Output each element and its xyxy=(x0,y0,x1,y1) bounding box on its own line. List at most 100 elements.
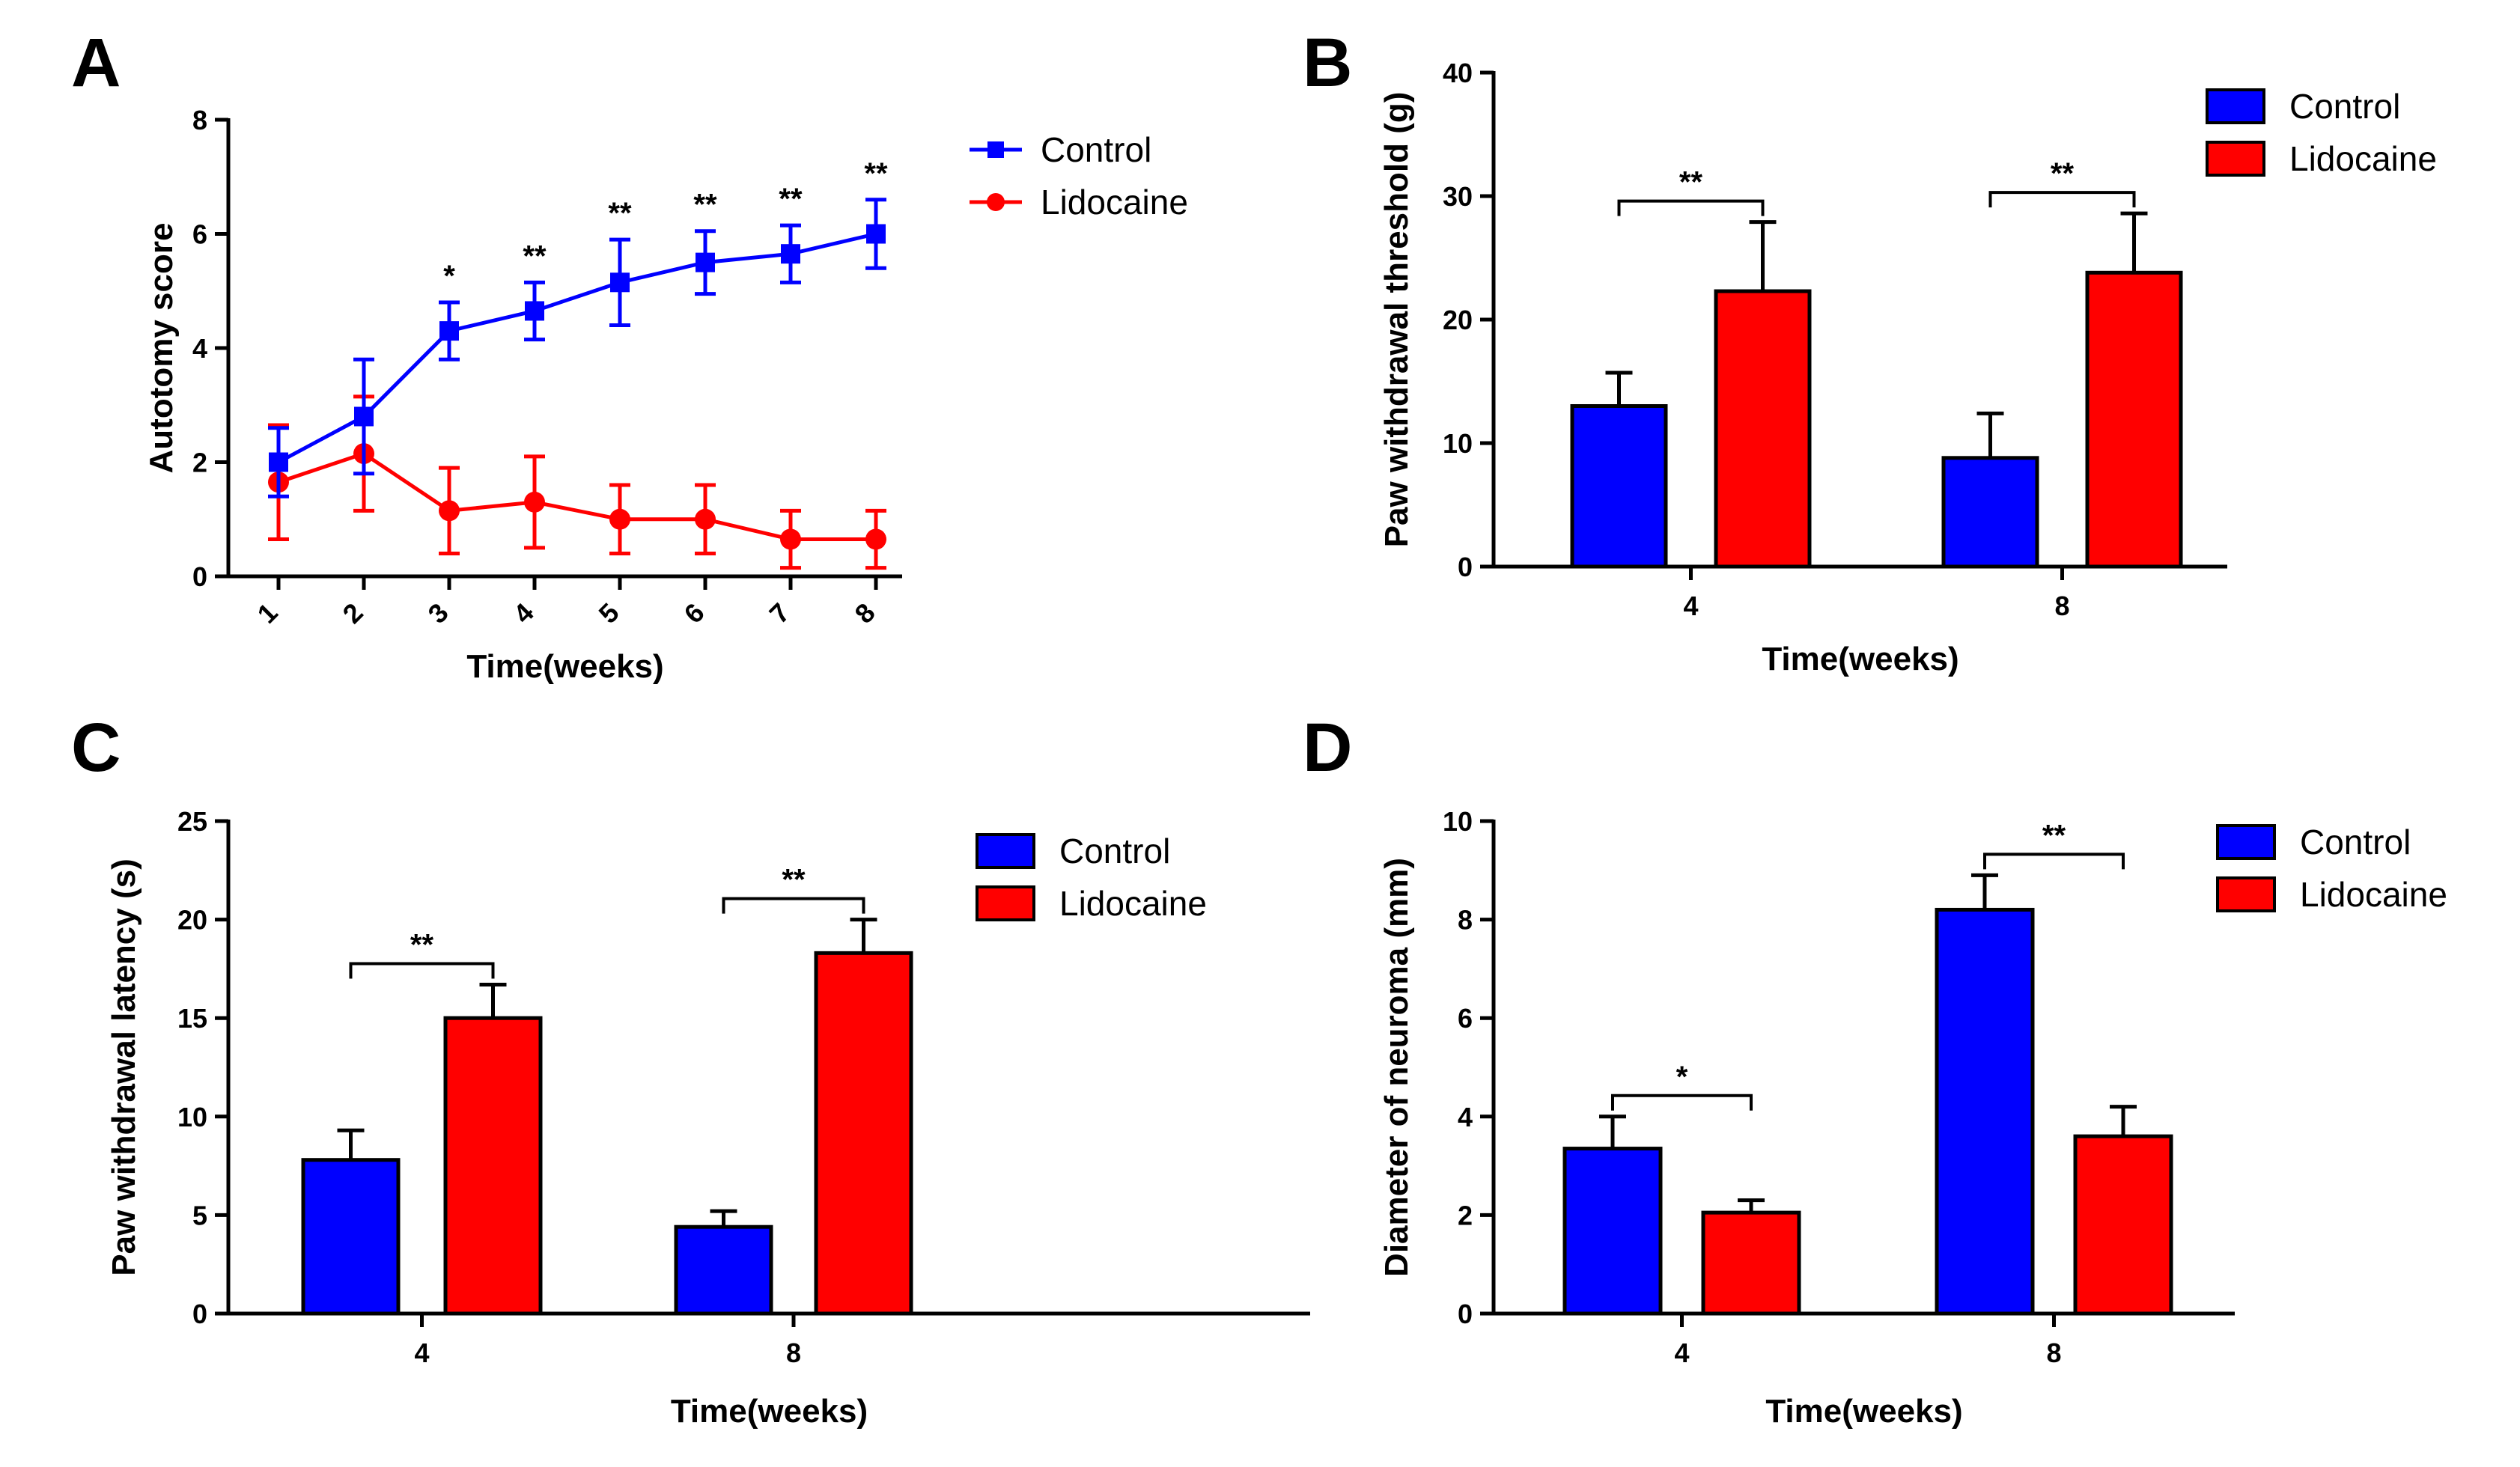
y-tick-label: 6 xyxy=(1458,1003,1473,1034)
bar-lidocaine-8 xyxy=(2073,1134,2173,1316)
data-point xyxy=(865,528,886,550)
bar-control-8 xyxy=(674,1224,773,1316)
y-tick-label: 20 xyxy=(1443,305,1473,335)
significance-mark: ** xyxy=(410,928,434,961)
legend-swatch xyxy=(2216,876,2276,912)
x-tick-label: 4 xyxy=(1683,591,1698,621)
x-tick-label: 4 xyxy=(508,597,540,629)
legend-label: Control xyxy=(2300,823,2411,861)
y-tick-label: 2 xyxy=(192,448,207,478)
bar-lidocaine-4 xyxy=(1714,289,1812,569)
data-point xyxy=(781,244,800,264)
chart-panel-b: B 0 10 20 30 40 Time(weeks) Paw withdrawal thre… xyxy=(1303,25,2437,677)
legend-label: Lidocaine xyxy=(2289,139,2437,178)
x-tick-label: 8 xyxy=(2054,591,2069,621)
series-line-lidocaine xyxy=(278,451,876,541)
bar-control-4 xyxy=(1562,1147,1663,1316)
significance-bracket xyxy=(722,897,865,914)
panel-label: A xyxy=(71,25,121,101)
legend-marker xyxy=(987,141,1004,158)
significance-mark: * xyxy=(1676,1061,1688,1094)
bar-lidocaine-4 xyxy=(1701,1210,1801,1316)
y-tick-label: 10 xyxy=(1443,428,1473,459)
legend-swatch xyxy=(976,833,1035,869)
x-axis-title: Time(weeks) xyxy=(466,648,663,685)
significance-mark: ** xyxy=(2051,157,2075,190)
y-tick-label: 5 xyxy=(192,1200,207,1230)
data-point xyxy=(866,224,886,244)
data-point xyxy=(525,301,544,321)
panel-label: C xyxy=(71,710,121,786)
y-tick-label: 2 xyxy=(1458,1200,1473,1230)
y-tick-label: 30 xyxy=(1443,181,1473,212)
legend-label: Control xyxy=(1059,832,1170,870)
bar-control-4 xyxy=(1570,404,1668,569)
x-tick-label: 4 xyxy=(414,1338,429,1368)
y-tick-label: 4 xyxy=(1458,1102,1473,1132)
x-tick-label: 8 xyxy=(2046,1338,2061,1368)
legend-label: Lidocaine xyxy=(1041,183,1188,222)
bar-control-8 xyxy=(1941,456,2039,569)
data-point xyxy=(524,491,545,513)
y-tick-label: 40 xyxy=(1443,58,1473,88)
y-axis-title: Paw withdrawal latency (s) xyxy=(106,858,142,1276)
legend-swatch xyxy=(2206,141,2265,177)
bar-control-8 xyxy=(1935,907,2035,1316)
y-tick-label: 0 xyxy=(192,1299,207,1329)
significance-mark: ** xyxy=(1679,166,1703,199)
y-tick-label: 0 xyxy=(192,561,207,592)
bar-control-4 xyxy=(301,1158,401,1316)
y-axis-title: Diameter of neuroma (mm) xyxy=(1378,858,1415,1277)
significance-bracket xyxy=(349,962,495,979)
legend-swatch xyxy=(976,885,1035,921)
y-tick-label: 10 xyxy=(1443,806,1473,837)
chart-panel-a: A 0 2 4 6 8 Time(weeks) Autotomy score Control Li… xyxy=(71,25,1188,685)
panel-label: B xyxy=(1303,25,1352,101)
panel-label: D xyxy=(1303,710,1352,786)
x-tick-label: 8 xyxy=(786,1338,801,1368)
significance-bracket xyxy=(1617,199,1765,216)
significance-bracket xyxy=(1988,191,2136,208)
data-point xyxy=(439,321,459,341)
y-tick-label: 10 xyxy=(177,1102,207,1132)
x-tick-label: 2 xyxy=(337,597,369,629)
legend-label: Control xyxy=(2289,87,2400,126)
data-point xyxy=(610,272,630,293)
y-tick-label: 8 xyxy=(192,105,207,135)
x-tick-label: 6 xyxy=(678,597,710,629)
y-axis-title: Paw withdrawal threshold (g) xyxy=(1378,92,1415,548)
significance-mark: ** xyxy=(608,197,632,230)
data-point xyxy=(439,500,460,522)
y-tick-label: 20 xyxy=(177,905,207,936)
x-tick-label: 3 xyxy=(422,597,454,629)
significance-mark: * xyxy=(443,260,455,293)
bar-lidocaine-4 xyxy=(443,1016,543,1316)
x-tick-label: 1 xyxy=(252,597,284,629)
significance-mark: ** xyxy=(779,183,803,216)
legend-swatch xyxy=(2206,88,2265,124)
y-tick-label: 8 xyxy=(1458,905,1473,936)
y-tick-label: 15 xyxy=(177,1003,207,1034)
series-line-control xyxy=(277,232,877,464)
chart-panel-d: D 0 2 4 6 8 10 Time(weeks) Diameter of neuroma (… xyxy=(1303,710,2447,1430)
y-axis-title: Autotomy score xyxy=(143,223,180,474)
legend-marker xyxy=(987,193,1005,211)
x-axis-title: Time(weeks) xyxy=(1762,641,1959,677)
y-tick-label: 6 xyxy=(192,219,207,250)
y-tick-label: 25 xyxy=(177,806,207,837)
significance-mark: ** xyxy=(782,864,806,897)
y-tick-label: 4 xyxy=(192,333,207,364)
significance-mark: ** xyxy=(2042,819,2066,852)
data-point xyxy=(354,406,374,427)
data-point xyxy=(780,528,801,550)
y-tick-label: 0 xyxy=(1458,552,1473,582)
data-point xyxy=(696,252,715,272)
significance-mark: ** xyxy=(864,157,888,190)
significance-mark: ** xyxy=(693,189,717,222)
significance-bracket xyxy=(1611,1094,1753,1111)
data-point xyxy=(269,452,288,472)
bar-lidocaine-8 xyxy=(814,951,913,1316)
legend-label: Control xyxy=(1041,130,1151,169)
x-axis-title: Time(weeks) xyxy=(1765,1393,1962,1430)
data-point xyxy=(609,508,630,530)
